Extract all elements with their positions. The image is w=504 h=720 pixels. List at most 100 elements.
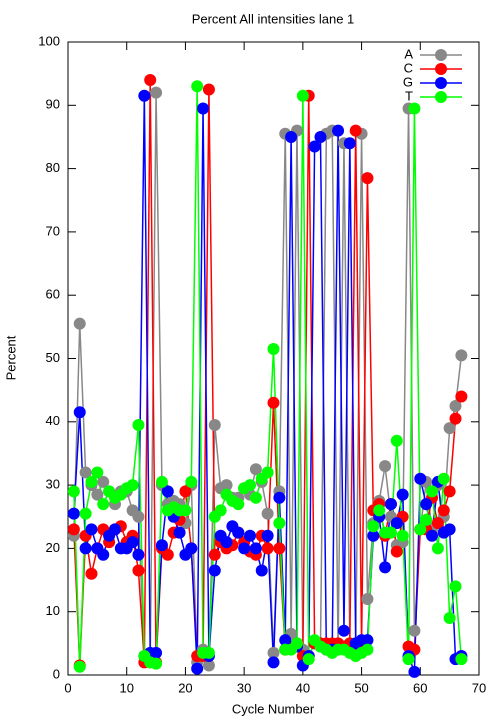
data-point (208, 418, 221, 431)
data-point (208, 548, 221, 561)
data-point (191, 80, 204, 93)
x-tick-label: 40 (296, 680, 310, 695)
x-tick-label: 60 (413, 680, 427, 695)
data-point (396, 488, 409, 501)
data-point (273, 491, 286, 504)
data-point (273, 517, 286, 530)
y-tick-label: 80 (46, 160, 60, 175)
data-point (73, 406, 86, 419)
data-point (361, 172, 374, 185)
data-point (249, 542, 262, 555)
legend-label: A (404, 46, 413, 61)
y-tick-label: 100 (38, 33, 60, 48)
data-point (126, 536, 139, 549)
data-point (161, 548, 174, 561)
data-point (91, 488, 104, 501)
data-point (249, 491, 262, 504)
x-tick-label: 0 (64, 680, 71, 695)
x-axis-label: Cycle Number (232, 701, 315, 716)
data-point (349, 124, 362, 137)
data-point (214, 504, 227, 517)
data-point (402, 653, 415, 666)
data-point (449, 399, 462, 412)
data-point (420, 513, 433, 526)
data-point (132, 510, 145, 523)
data-point (73, 660, 86, 673)
data-point (85, 475, 98, 488)
data-point (261, 542, 274, 555)
data-point (73, 317, 86, 330)
data-point (455, 653, 468, 666)
data-point (443, 422, 456, 435)
data-point (238, 542, 251, 555)
data-point (267, 396, 280, 409)
data-point (449, 580, 462, 593)
data-point (202, 659, 215, 672)
data-point (431, 542, 444, 555)
data-point (408, 102, 421, 115)
data-point (255, 564, 268, 577)
y-axis-label: Percent (3, 335, 18, 380)
data-point (426, 485, 439, 498)
data-point (97, 475, 110, 488)
legend-label: T (405, 88, 413, 103)
data-point (132, 564, 145, 577)
data-point (85, 523, 98, 536)
data-point (97, 498, 110, 511)
data-point (390, 434, 403, 447)
data-point (379, 460, 392, 473)
data-point (220, 479, 233, 492)
data-point (249, 463, 262, 476)
data-point (396, 529, 409, 542)
data-point (332, 124, 345, 137)
data-point (185, 542, 198, 555)
data-point (426, 529, 439, 542)
y-tick-label: 30 (46, 477, 60, 492)
data-point (138, 89, 151, 102)
data-point (384, 498, 397, 511)
legend-marker (435, 77, 447, 89)
data-point (132, 418, 145, 431)
data-point (108, 523, 121, 536)
data-point (67, 523, 80, 536)
data-point (343, 137, 356, 150)
data-point (267, 646, 280, 659)
data-point (179, 485, 192, 498)
data-point (132, 548, 145, 561)
data-point (437, 504, 450, 517)
y-tick-label: 20 (46, 540, 60, 555)
data-point (367, 520, 380, 533)
data-point (67, 485, 80, 498)
data-point (244, 479, 257, 492)
data-point (232, 498, 245, 511)
data-point (244, 529, 257, 542)
data-point (443, 485, 456, 498)
legend-marker (435, 91, 447, 103)
data-point (279, 634, 292, 647)
data-point (91, 466, 104, 479)
data-point (197, 102, 210, 115)
data-point (267, 656, 280, 669)
data-point (455, 390, 468, 403)
y-tick-label: 60 (46, 287, 60, 302)
data-point (155, 475, 168, 488)
data-point (202, 83, 215, 96)
data-point (408, 665, 421, 678)
data-point (408, 624, 421, 637)
data-point (273, 542, 286, 555)
y-tick-label: 90 (46, 97, 60, 112)
data-point (384, 526, 397, 539)
data-point (261, 466, 274, 479)
data-point (379, 561, 392, 574)
data-point (390, 517, 403, 530)
data-point (220, 536, 233, 549)
data-point (443, 612, 456, 625)
data-point (185, 475, 198, 488)
data-point (373, 504, 386, 517)
data-point (79, 466, 92, 479)
data-point (173, 526, 186, 539)
data-point (126, 479, 139, 492)
data-point (150, 86, 163, 99)
